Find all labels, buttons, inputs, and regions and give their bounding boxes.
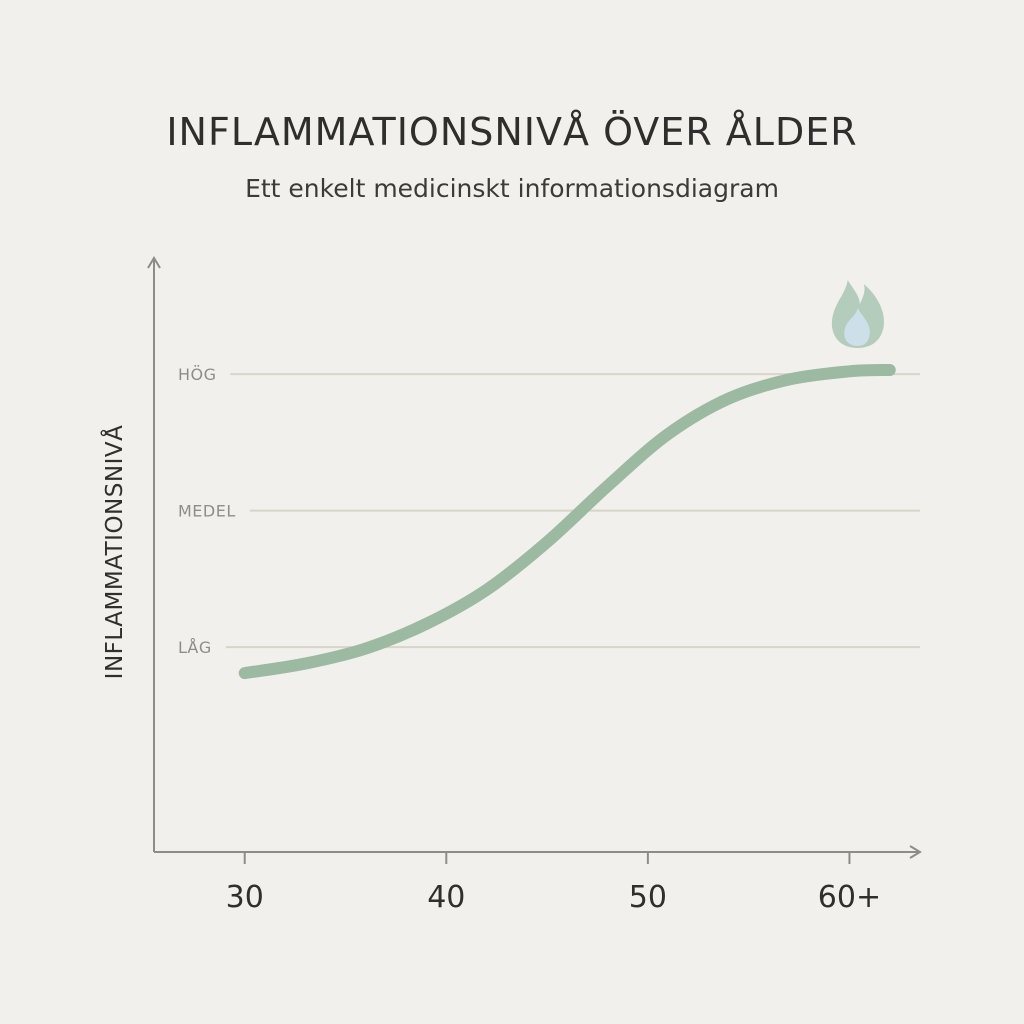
x-axis-arrow	[909, 845, 922, 859]
level-label-låg: LÅG	[178, 638, 212, 657]
series-line-0	[238, 363, 896, 680]
x-tick-label-1: 40	[427, 880, 465, 915]
y-axis-label: INFLAMMATIONSNIVÅ	[100, 425, 128, 680]
level-label-medel: MEDEL	[178, 502, 236, 521]
x-tick-label-0: 30	[226, 880, 264, 915]
level-label-hög: HÖG	[178, 365, 217, 384]
x-tick-label-3: 60+	[818, 880, 881, 915]
y-axis-arrow	[147, 256, 161, 269]
chart-title: INFLAMMATIONSNIVÅ ÖVER ÅLDER	[166, 110, 858, 154]
chart-subtitle: Ett enkelt medicinskt informationsdiagra…	[245, 174, 779, 203]
x-tick-label-2: 50	[629, 880, 667, 915]
flame-icon	[831, 279, 885, 348]
